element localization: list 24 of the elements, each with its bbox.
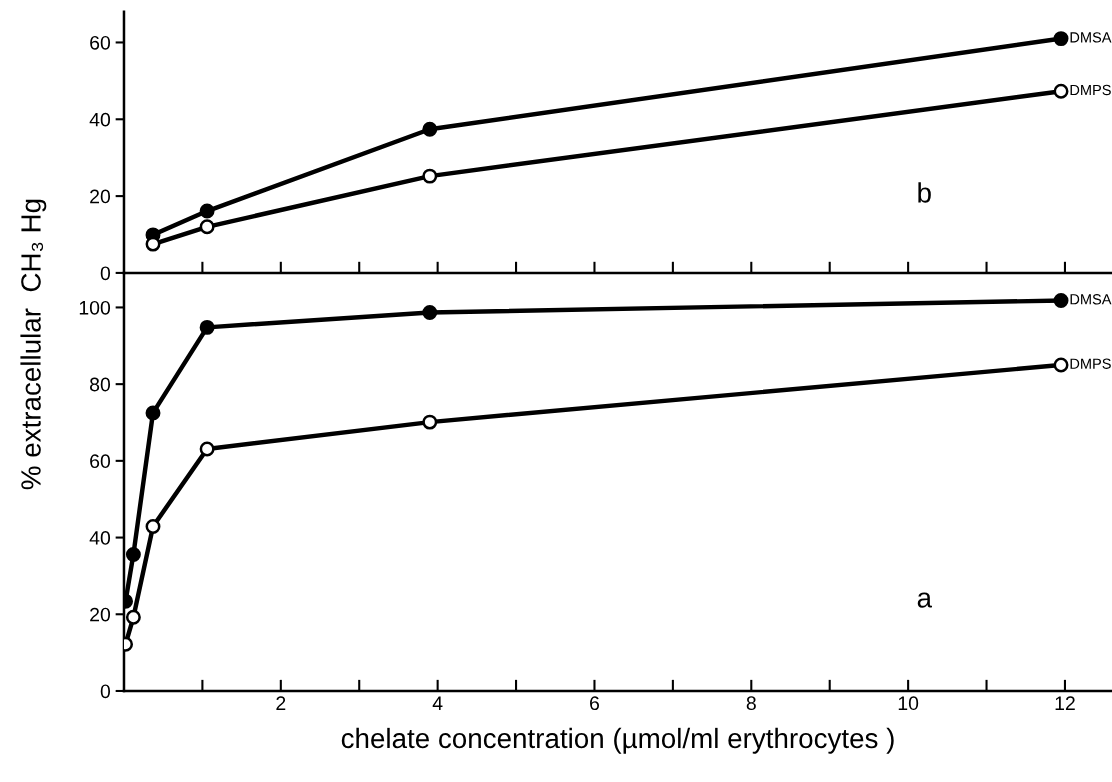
- series-label: DMPS: [1070, 358, 1111, 369]
- series-label: DMPS: [1070, 84, 1111, 96]
- x-tick-label: 2: [276, 696, 286, 710]
- y-tick-label: 20: [90, 607, 111, 622]
- series-label: DMSA: [1070, 32, 1112, 43]
- annotation: a: [917, 592, 932, 608]
- x-tick-label: 4: [432, 696, 443, 710]
- series-label: DMSA: [1070, 294, 1112, 305]
- y-axis-title: % extracellular CH₃ Hg: [20, 199, 47, 490]
- y-tick-label: 80: [90, 377, 111, 392]
- y-tick-label: 20: [90, 189, 111, 204]
- y-tick-label: 0: [100, 684, 111, 699]
- y-tick-label: 0: [100, 266, 111, 281]
- y-tick-label: 100: [79, 300, 111, 315]
- x-tick-label: 8: [746, 696, 756, 711]
- x-axis-title: chelate concentration (µmol/ml erythrocytes ): [341, 727, 894, 754]
- x-tick-label: 10: [898, 696, 919, 711]
- y-tick-label: 60: [90, 454, 111, 469]
- y-tick-label: 40: [89, 531, 111, 545]
- annotation: b: [918, 182, 931, 203]
- y-tick-label: 40: [89, 112, 111, 127]
- x-tick-label: 12: [1055, 696, 1075, 710]
- y-tick-label: 60: [90, 35, 111, 50]
- x-tick-label: 6: [590, 696, 600, 711]
